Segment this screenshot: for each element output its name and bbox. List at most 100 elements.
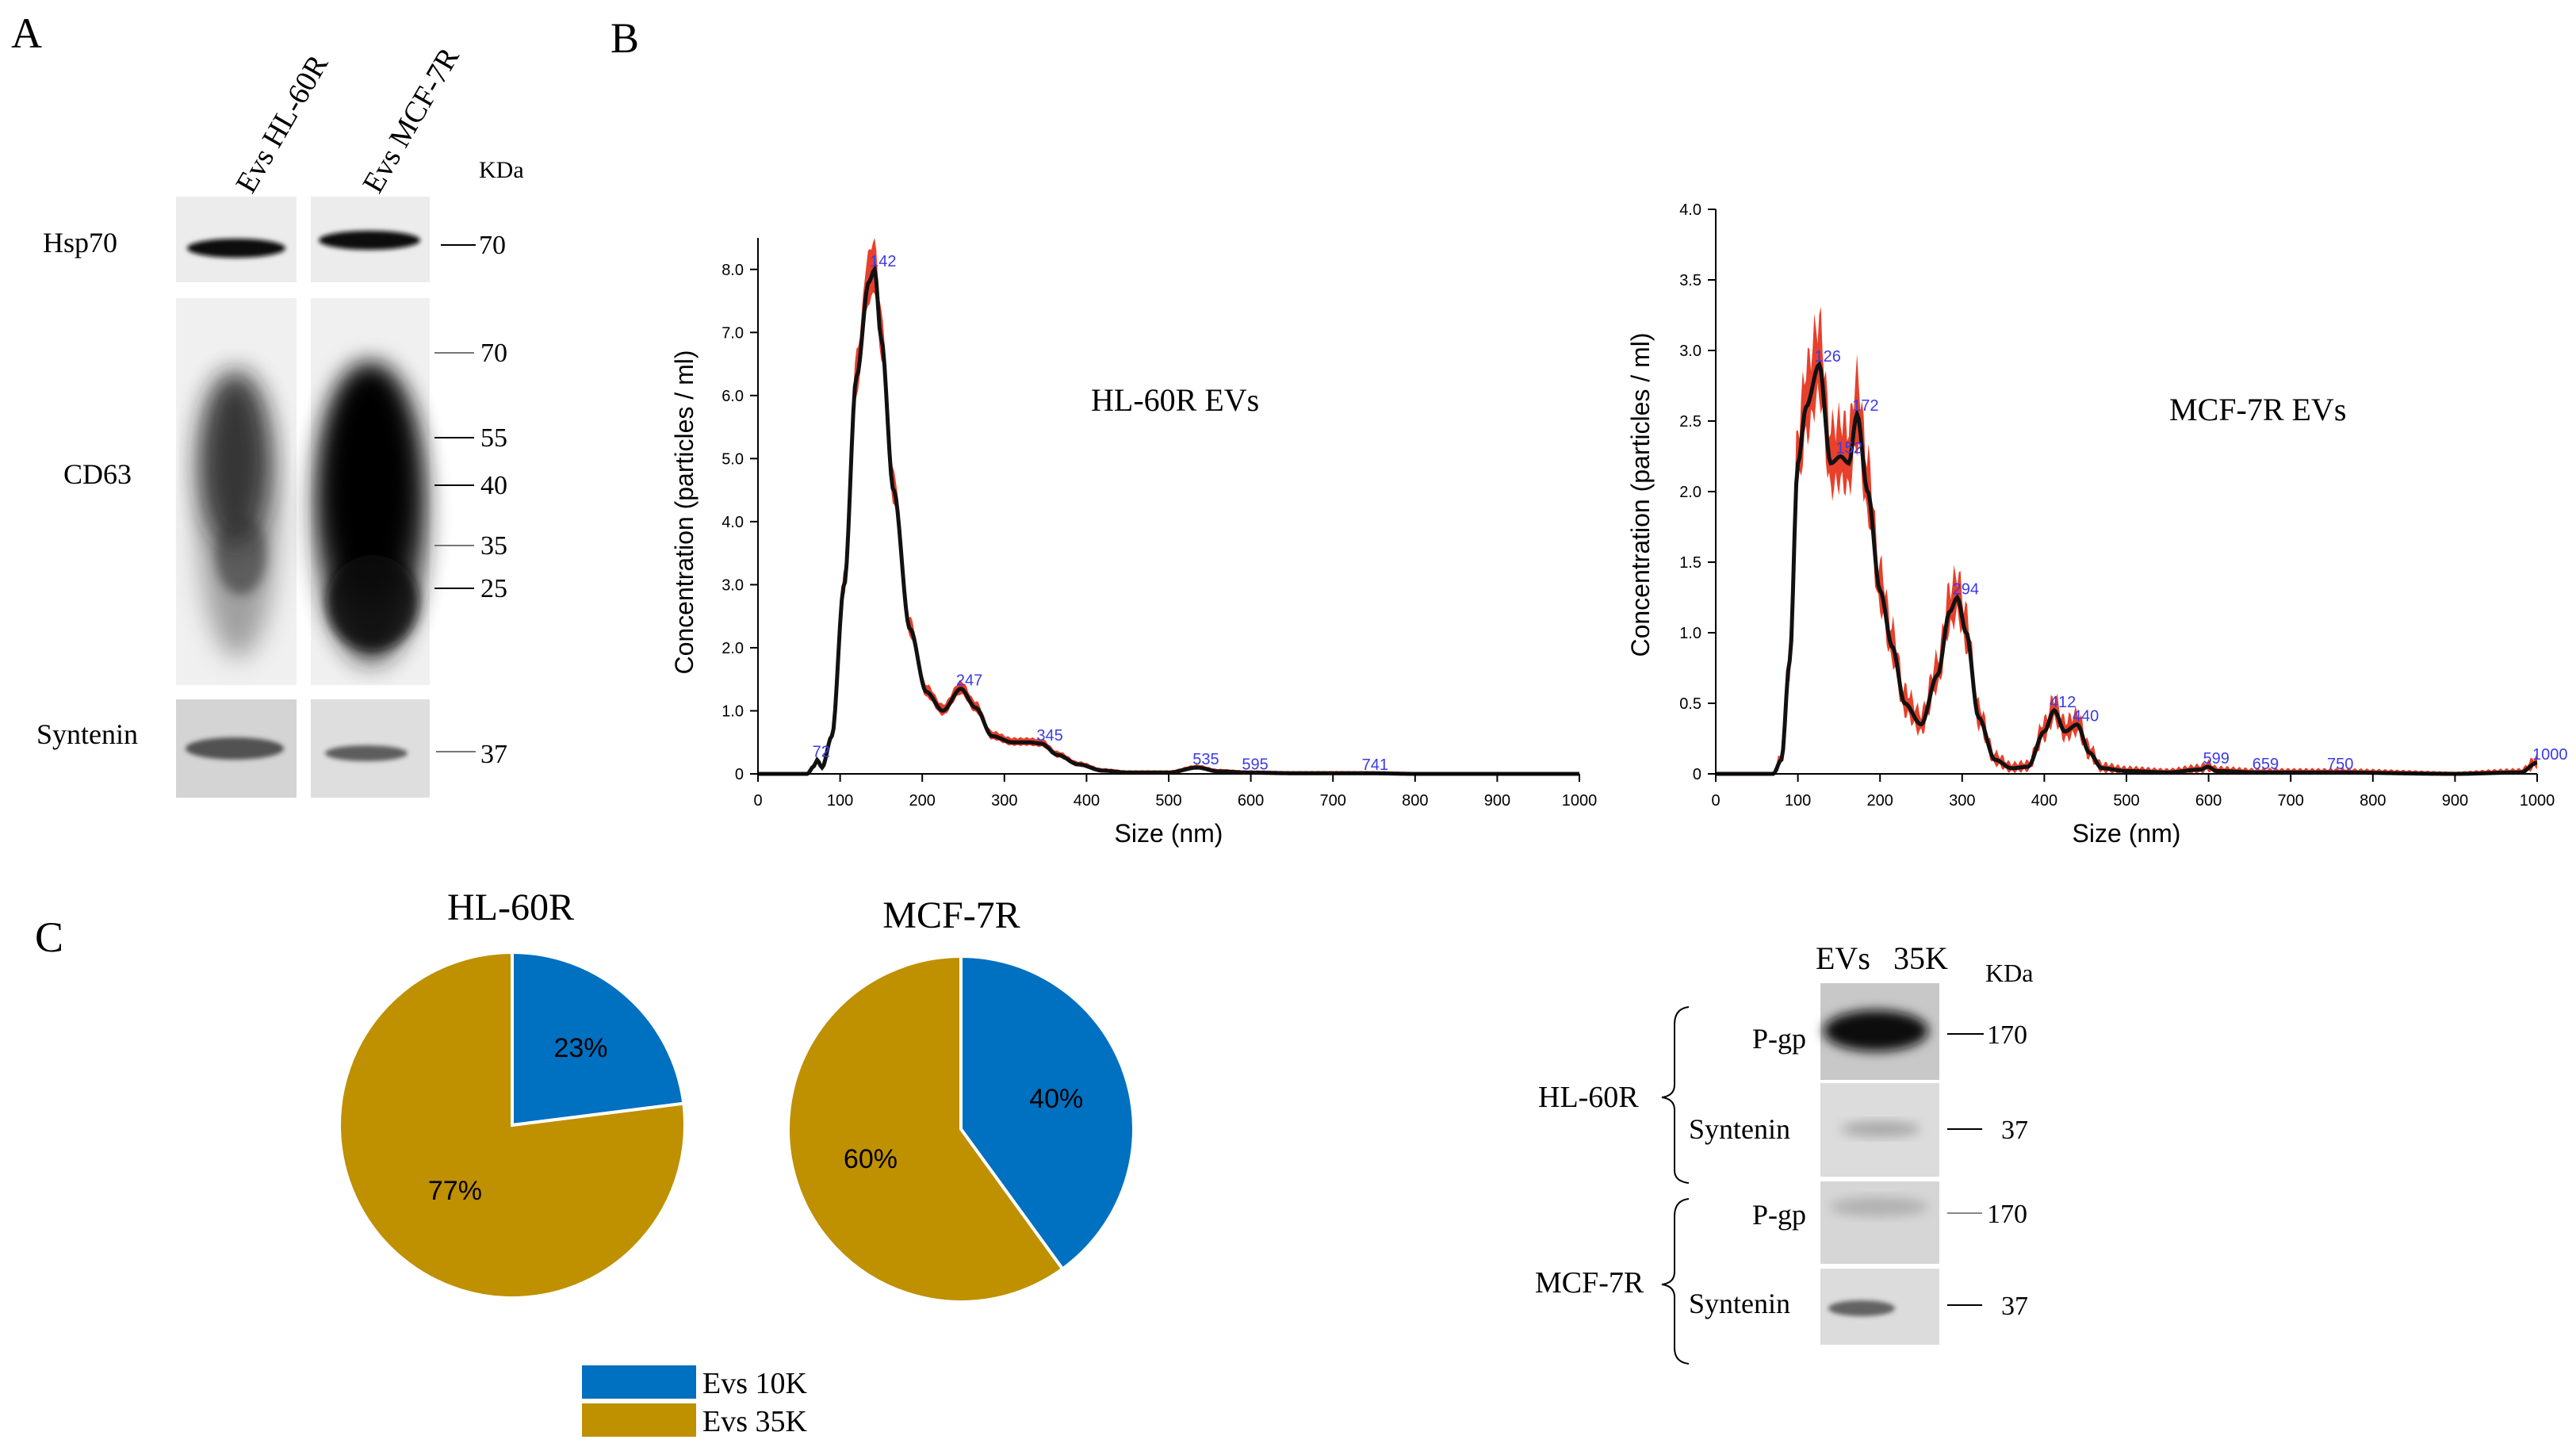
peak-label: 535: [1192, 751, 1219, 768]
marker-170-mcf7r: 170: [1987, 1200, 2027, 1229]
x-tick-label: 800: [2360, 792, 2386, 810]
band-syntenin-mcf7r: [1828, 1300, 1895, 1316]
marker-25: 25: [480, 574, 507, 603]
marker-37: 37: [480, 740, 507, 769]
x-tick-label: 1000: [2520, 792, 2555, 810]
panel-a-western-blot: Evs HL-60R Evs MCF-7R KDa Hsp70 70 CD63 …: [36, 41, 524, 798]
x-tick-label: 300: [991, 792, 1017, 810]
row-label-syntenin-hl60r: Syntenin: [1689, 1113, 1790, 1145]
nta-mcf7r-plot: [1716, 306, 2538, 776]
x-tick-label: 600: [2195, 792, 2222, 810]
nta-chart-hl60r: 0 100 200 300 400 500 600 700 800 900 1000 0 1.0 2.0…: [670, 238, 1597, 848]
band-pgp-hl60r: [1824, 1010, 1928, 1051]
nta-mcf7r-title: MCF-7R EVs: [2169, 392, 2346, 427]
x-tick-label: 800: [1402, 792, 1428, 810]
nta-hl60r-peak-labels: 72 142 247 345 535 595 741: [813, 253, 1388, 774]
band-syntenin-hl60r: [1841, 1121, 1920, 1137]
pie-hl60r-slices: [338, 950, 687, 1300]
legend-label-35k: Evs 35K: [702, 1405, 808, 1438]
marker-55: 55: [480, 423, 507, 453]
x-tick-label: 0: [753, 792, 762, 810]
peak-label: 595: [1242, 756, 1268, 773]
y-tick-label: 1.0: [1679, 625, 1701, 642]
pie-hl60r-title: HL-60R: [447, 886, 574, 928]
pie-hl60r: HL-60R 23% 77%: [338, 886, 687, 1300]
x-tick-label: 100: [1785, 792, 1811, 810]
x-tick-label: 500: [1155, 792, 1181, 810]
x-tick-label: 400: [1074, 792, 1100, 810]
peak-label: 142: [870, 253, 896, 270]
pie-slice-10k: [959, 954, 1136, 1272]
band-syntenin-lane1: [186, 737, 284, 760]
pie-label: 77%: [428, 1176, 482, 1206]
peak-label: 345: [1036, 727, 1062, 745]
pie-mcf7r-labels: 40% 60%: [844, 1084, 1083, 1174]
peak-label: 72: [813, 744, 830, 761]
band-syntenin-lane2: [325, 745, 408, 761]
peak-label: 659: [2253, 756, 2279, 773]
nta-mcf7r-ylabel: Concentration (particles / ml): [1626, 332, 1655, 657]
group-label-hl60r: HL-60R: [1538, 1081, 1639, 1114]
nta-hl60r-ylabel: Concentration (particles / ml): [670, 350, 699, 674]
pie-slice-10k: [511, 950, 686, 1127]
y-tick-label: 3.5: [1679, 272, 1701, 289]
panel-c-western-blot: EVs 35K KDa HL-60R P-gp 170 Syntenin 37 …: [1535, 940, 2033, 1365]
peak-label: 247: [956, 672, 982, 690]
x-tick-label: 200: [1867, 792, 1893, 810]
x-tick-label: 900: [2442, 792, 2468, 810]
peak-label: 126: [1815, 348, 1841, 366]
group-bracket-hl60r: [1661, 1006, 1690, 1184]
pie-mcf7r-slices: [787, 954, 1136, 1304]
legend-label-10k: Evs 10K: [702, 1367, 808, 1400]
pie-label: 40%: [1029, 1084, 1083, 1114]
marker-70b: 70: [480, 339, 507, 368]
peak-label: 294: [1953, 581, 1979, 599]
x-tick-label: 200: [909, 792, 936, 810]
peak-label: 152: [1835, 440, 1862, 458]
smear-cd63-lane2: [317, 365, 425, 662]
pie-label: 23%: [553, 1033, 607, 1063]
nta-mcf7r-y-ticks: 0 0.5 1.0 1.5 2.0 2.5 3.0 3.5 4.0: [1679, 201, 1716, 783]
row-label-cd63: CD63: [63, 458, 132, 490]
x-tick-label: 300: [1949, 792, 1975, 810]
lane-label-35k: 35K: [1893, 940, 1948, 976]
mean-line: [758, 263, 1579, 776]
y-tick-label: 3.0: [722, 576, 744, 594]
x-tick-label: 100: [827, 792, 853, 810]
band-hsp70-lane1: [187, 239, 285, 258]
y-tick-label: 1.0: [722, 703, 744, 720]
pie-mcf7r-title: MCF-7R: [882, 894, 1020, 936]
y-tick-label: 2.0: [722, 640, 744, 657]
peak-label: 1000: [2532, 746, 2568, 764]
nta-hl60r-plot: [758, 238, 1579, 776]
x-tick-label: 700: [1320, 792, 1346, 810]
panel-label-c: C: [35, 913, 63, 961]
peak-label: 741: [1362, 756, 1388, 774]
panel-label-a: A: [11, 10, 42, 57]
band-hsp70-lane2: [319, 231, 420, 250]
marker-70: 70: [479, 231, 506, 260]
y-tick-label: 0: [1693, 766, 1701, 783]
row-label-pgp-mcf7r: P-gp: [1752, 1199, 1806, 1231]
group-bracket-mcf7r: [1661, 1198, 1690, 1365]
y-tick-label: 1.5: [1679, 554, 1701, 572]
x-tick-label: 0: [1711, 792, 1720, 810]
lane-label-evs: EVs: [1816, 940, 1870, 976]
panel-label-b: B: [611, 14, 639, 62]
lane-label-hl60r: Evs HL-60R: [229, 49, 335, 199]
marker-40: 40: [480, 471, 507, 500]
pie-legend: Evs 10K Evs 35K: [582, 1365, 808, 1438]
kda-header: KDa: [479, 157, 524, 183]
blot-pgp-mcf7r: [1820, 1181, 1939, 1264]
smear-cd63-lane1: [198, 373, 278, 658]
x-tick-label: 700: [2278, 792, 2304, 810]
marker-35: 35: [480, 531, 507, 561]
peak-label: 412: [2050, 694, 2076, 711]
pie-label: 60%: [844, 1144, 898, 1174]
x-tick-label: 1000: [1562, 792, 1598, 810]
nta-hl60r-title: HL-60R EVs: [1091, 382, 1259, 418]
y-tick-label: 3.0: [1679, 343, 1701, 360]
y-tick-label: 4.0: [1679, 201, 1701, 219]
